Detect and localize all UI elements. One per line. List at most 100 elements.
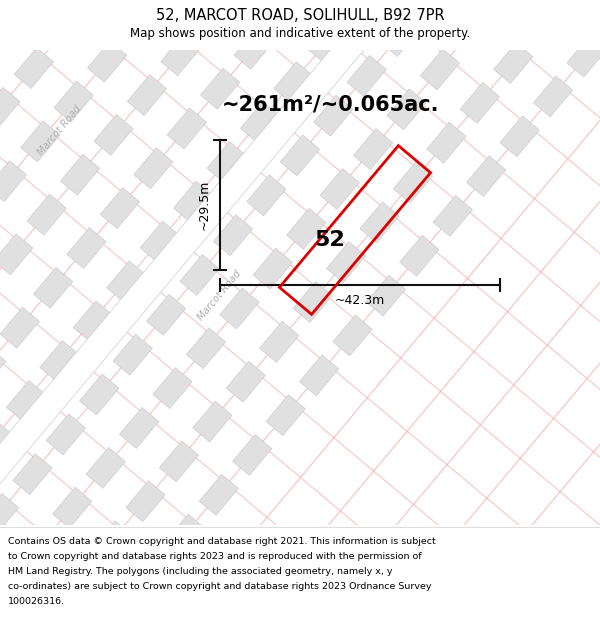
Polygon shape	[567, 36, 600, 77]
Text: Contains OS data © Crown copyright and database right 2021. This information is : Contains OS data © Crown copyright and d…	[8, 537, 436, 546]
Polygon shape	[241, 102, 280, 142]
Polygon shape	[200, 68, 240, 109]
Text: ~42.3m: ~42.3m	[335, 294, 385, 308]
Polygon shape	[500, 116, 539, 157]
Polygon shape	[533, 76, 573, 117]
Polygon shape	[487, 0, 526, 10]
Polygon shape	[460, 82, 499, 123]
Polygon shape	[73, 301, 113, 342]
Polygon shape	[34, 268, 73, 308]
Polygon shape	[380, 16, 420, 56]
Text: 52: 52	[314, 230, 346, 250]
Polygon shape	[0, 88, 20, 128]
Polygon shape	[214, 215, 253, 256]
Polygon shape	[233, 434, 272, 476]
Polygon shape	[194, 0, 233, 36]
Polygon shape	[100, 188, 140, 229]
Polygon shape	[207, 141, 246, 182]
Polygon shape	[113, 334, 152, 375]
Polygon shape	[433, 196, 472, 236]
Polygon shape	[527, 2, 566, 44]
Polygon shape	[53, 487, 92, 528]
Polygon shape	[0, 14, 14, 55]
Polygon shape	[54, 81, 94, 122]
Polygon shape	[287, 208, 326, 249]
Polygon shape	[199, 474, 238, 515]
Polygon shape	[153, 368, 192, 409]
Polygon shape	[293, 281, 332, 322]
Text: ~261m²/~0.065ac.: ~261m²/~0.065ac.	[221, 95, 439, 115]
Polygon shape	[47, 8, 87, 49]
Polygon shape	[260, 321, 299, 362]
Text: co-ordinates) are subject to Crown copyright and database rights 2023 Ordnance S: co-ordinates) are subject to Crown copyr…	[8, 582, 431, 591]
Polygon shape	[420, 49, 460, 90]
Polygon shape	[274, 62, 313, 102]
Polygon shape	[253, 248, 293, 289]
Polygon shape	[61, 154, 100, 195]
Polygon shape	[0, 420, 13, 461]
Text: Marcot Road: Marcot Road	[37, 103, 83, 157]
Polygon shape	[140, 221, 179, 262]
Polygon shape	[127, 74, 167, 116]
Polygon shape	[467, 156, 506, 197]
Polygon shape	[166, 514, 205, 555]
Polygon shape	[400, 235, 439, 276]
Polygon shape	[220, 288, 259, 329]
Polygon shape	[320, 169, 359, 209]
Polygon shape	[427, 122, 466, 163]
Text: 52, MARCOT ROAD, SOLIHULL, B92 7PR: 52, MARCOT ROAD, SOLIHULL, B92 7PR	[155, 9, 445, 24]
Polygon shape	[454, 9, 493, 50]
Polygon shape	[0, 234, 33, 275]
Polygon shape	[347, 56, 386, 96]
Polygon shape	[266, 394, 305, 436]
Polygon shape	[280, 135, 320, 176]
Polygon shape	[92, 521, 132, 561]
Polygon shape	[20, 121, 60, 162]
Polygon shape	[126, 481, 165, 522]
Polygon shape	[67, 228, 106, 269]
Polygon shape	[0, 567, 25, 608]
Polygon shape	[173, 181, 213, 222]
Polygon shape	[7, 381, 46, 421]
Text: Map shows position and indicative extent of the property.: Map shows position and indicative extent…	[130, 28, 470, 41]
Polygon shape	[307, 22, 347, 63]
Polygon shape	[268, 0, 307, 29]
Polygon shape	[161, 35, 200, 76]
Polygon shape	[0, 161, 26, 202]
Polygon shape	[299, 355, 339, 396]
Polygon shape	[393, 162, 433, 203]
Polygon shape	[86, 448, 125, 488]
Polygon shape	[226, 361, 266, 402]
Polygon shape	[167, 108, 206, 149]
Polygon shape	[387, 89, 426, 130]
Polygon shape	[19, 527, 59, 568]
Polygon shape	[360, 202, 399, 243]
Text: HM Land Registry. The polygons (including the associated geometry, namely x, y: HM Land Registry. The polygons (includin…	[8, 567, 392, 576]
Polygon shape	[0, 0, 571, 625]
Polygon shape	[80, 374, 119, 415]
Polygon shape	[353, 129, 393, 169]
Polygon shape	[193, 401, 232, 442]
Polygon shape	[341, 0, 380, 23]
Polygon shape	[88, 41, 127, 82]
Polygon shape	[326, 242, 366, 282]
Polygon shape	[13, 454, 52, 494]
Polygon shape	[59, 561, 98, 601]
Polygon shape	[234, 28, 273, 69]
Polygon shape	[8, 0, 47, 15]
Polygon shape	[94, 114, 133, 156]
Polygon shape	[414, 0, 453, 17]
Polygon shape	[314, 95, 353, 136]
Polygon shape	[121, 1, 160, 42]
Polygon shape	[107, 261, 146, 302]
Polygon shape	[40, 341, 79, 381]
Polygon shape	[187, 328, 226, 369]
Polygon shape	[46, 414, 86, 455]
Polygon shape	[180, 254, 219, 296]
Text: ~29.5m: ~29.5m	[197, 180, 211, 230]
Polygon shape	[366, 275, 406, 316]
Text: to Crown copyright and database rights 2023 and is reproduced with the permissio: to Crown copyright and database rights 2…	[8, 552, 422, 561]
Polygon shape	[494, 42, 533, 84]
Text: 100026316.: 100026316.	[8, 597, 65, 606]
Polygon shape	[0, 347, 6, 388]
